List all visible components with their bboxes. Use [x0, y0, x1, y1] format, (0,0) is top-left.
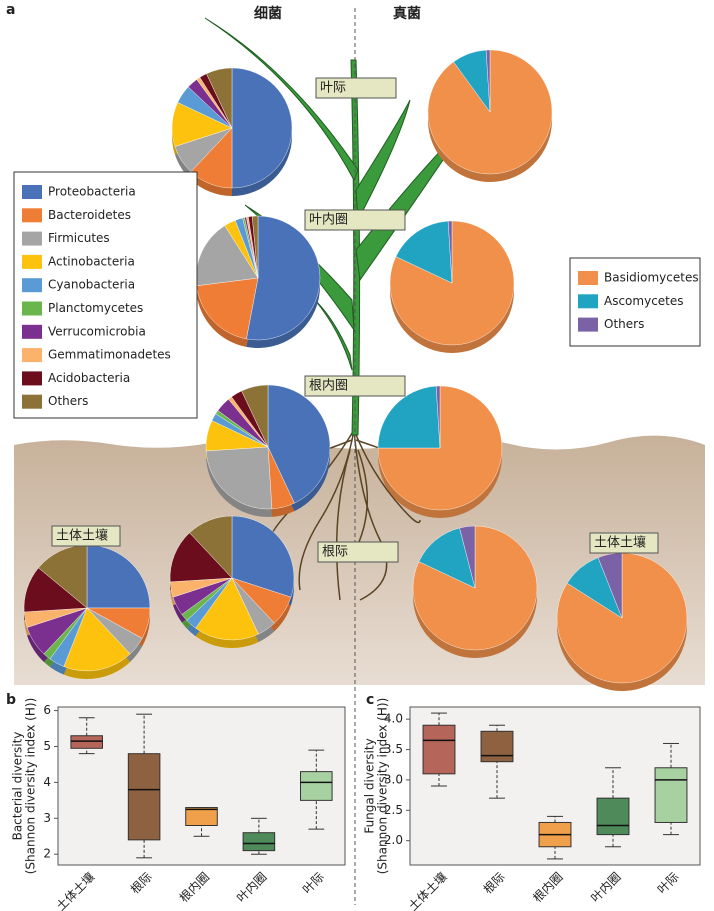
x-tick-label: 叶际	[655, 870, 682, 897]
kingdom-label: 真菌	[393, 5, 421, 22]
y-axis-label: Fungal diversity	[363, 738, 377, 833]
box	[596, 797, 630, 836]
legend-label: Cyanobacteria	[48, 278, 135, 292]
legend-label: Proteobacteria	[48, 185, 136, 199]
pie-slice	[206, 67, 233, 129]
pie-slice	[377, 385, 441, 449]
pie-slice	[189, 515, 233, 579]
box	[70, 735, 103, 749]
y-tick-label: 5	[43, 739, 51, 753]
pie-slice	[63, 607, 131, 672]
legend-swatch	[578, 294, 598, 309]
y-tick-label: 6	[43, 703, 51, 717]
legend-label: Actinobacteria	[48, 254, 135, 268]
pie-slice	[267, 384, 331, 504]
legend-swatch	[22, 231, 42, 246]
y-axis-label: (Shannon diversity index (H))	[376, 698, 390, 875]
legend-swatch	[22, 371, 42, 386]
x-tick-label: 土体土壤	[405, 869, 450, 911]
legend-swatch	[22, 394, 42, 409]
x-tick-label: 叶际	[300, 870, 327, 897]
box	[654, 767, 688, 823]
y-axis-label: (Shannon diversity index (H))	[24, 698, 38, 875]
pie-slice	[395, 220, 453, 284]
box	[127, 753, 161, 841]
x-tick-label: 叶内圈	[234, 870, 269, 905]
pie-slice	[195, 577, 259, 641]
legend-label: Others	[48, 394, 88, 408]
pie-slice	[246, 215, 321, 341]
pie-slice	[485, 49, 491, 113]
y-tick-label: 2	[43, 847, 51, 861]
legend-label: Ascomycetes	[604, 294, 684, 308]
legend-label: Planctomycetes	[48, 301, 143, 315]
box	[422, 724, 456, 775]
box	[300, 771, 333, 801]
y-axis-label: Bacterial diversity	[11, 732, 25, 841]
compartment-label: 根际	[322, 545, 348, 560]
pie-slice	[435, 385, 441, 449]
y-tick-label: 2.5	[384, 803, 403, 817]
x-tick-label: 根际	[128, 870, 155, 897]
pie-slice	[205, 446, 273, 510]
x-tick-label: 根内圈	[530, 870, 565, 905]
compartment-label: 土体土壤	[594, 535, 646, 551]
legend-swatch	[22, 185, 42, 199]
plot-area	[57, 706, 346, 866]
box	[242, 832, 276, 852]
y-tick-label: 3.5	[384, 742, 403, 756]
pie-slice	[459, 525, 476, 589]
y-tick-label: 4.0	[384, 712, 403, 726]
legend-label: Verrucomicrobia	[48, 324, 146, 338]
legend-label: Firmicutes	[48, 231, 110, 245]
compartment-labels	[51, 77, 659, 563]
compartment-label: 叶际	[320, 81, 346, 96]
x-tick-label: 土体土壤	[53, 869, 98, 911]
x-tick-label: 根际	[481, 870, 508, 897]
x-tick-label: 叶内圈	[588, 870, 623, 905]
panel-label: a	[6, 2, 15, 18]
pie-slice	[418, 527, 476, 589]
compartment-label: 土体土壤	[56, 528, 108, 544]
compartment-label: 叶内圈	[309, 212, 348, 228]
kingdom-label: 细菌	[254, 5, 282, 22]
box	[480, 730, 514, 763]
pie-slice	[169, 532, 233, 583]
pie-slice	[447, 220, 453, 284]
legend-label: Basidiomycetes	[604, 271, 699, 285]
legend-label: Acidobacteria	[48, 371, 130, 385]
legend-label: Gemmatimonadetes	[48, 348, 171, 362]
y-tick-label: 4	[43, 775, 51, 789]
pie-slice	[251, 215, 259, 279]
legend-swatch	[578, 271, 598, 285]
panel-label: b	[6, 692, 16, 708]
pie-slice	[231, 515, 295, 598]
legend-swatch	[22, 348, 42, 363]
pies	[23, 49, 688, 691]
legend-label: Others	[604, 317, 644, 331]
compartment-label: 根内圈	[309, 378, 348, 394]
legend-box	[13, 171, 198, 419]
y-tick-label: 3.0	[384, 772, 403, 786]
panel-label: c	[366, 692, 374, 708]
pie-slice	[231, 67, 293, 189]
pie-slice	[241, 384, 269, 448]
y-tick-label: 2.0	[384, 833, 403, 847]
box	[185, 807, 218, 827]
legend-swatch	[578, 317, 598, 332]
legend-swatch	[22, 278, 42, 293]
legend-swatch	[22, 254, 42, 269]
legend-swatch	[22, 208, 42, 223]
x-tick-label: 根内圈	[177, 870, 212, 905]
legend-swatch	[22, 301, 42, 316]
legend-label: Bacteroidetes	[48, 208, 131, 222]
y-tick-label: 3	[43, 811, 51, 825]
legend-swatch	[22, 324, 42, 339]
